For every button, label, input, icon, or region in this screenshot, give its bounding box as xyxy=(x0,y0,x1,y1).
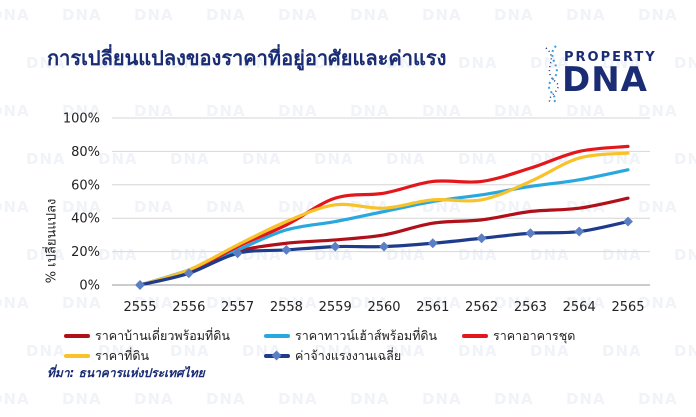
legend-label: ราคาบ้านเดี่ยวพร้อมที่ดิน xyxy=(95,328,230,343)
series-point xyxy=(427,238,438,249)
brand-logo: PROPERTY DNA xyxy=(540,44,660,104)
y-tick-label: 80% xyxy=(71,145,100,160)
x-tick-label: 2563 xyxy=(514,300,547,315)
legend-item: ราคาอาคารชุด xyxy=(462,326,575,346)
x-tick-label: 2562 xyxy=(465,300,498,315)
chart-title: การเปลี่ยนแปลงของราคาที่อยู่อาศัยและค่าแ… xyxy=(47,46,447,70)
legend-item: ราคาบ้านเดี่ยวพร้อมที่ดิน xyxy=(64,326,230,346)
brand-main-text: DNA xyxy=(562,60,648,100)
x-tick-label: 2561 xyxy=(416,300,449,315)
legend-swatch xyxy=(264,334,290,338)
series-point xyxy=(183,268,194,279)
x-tick-label: 2558 xyxy=(270,300,303,315)
legend-item: ราคาทาวน์เฮ้าส์พร้อมที่ดิน xyxy=(264,326,437,346)
series-point xyxy=(525,228,536,239)
legend-marker xyxy=(271,350,282,361)
series-point xyxy=(623,216,633,227)
series-point xyxy=(379,241,389,252)
series-point xyxy=(232,248,243,259)
series-point xyxy=(330,241,341,252)
series-point xyxy=(476,233,487,244)
x-tick-label: 2555 xyxy=(123,300,156,315)
x-tick-label: 2565 xyxy=(611,300,644,315)
x-tick-label: 2560 xyxy=(367,300,400,315)
y-tick-label: 0% xyxy=(79,279,100,294)
x-tick-label: 2557 xyxy=(221,300,254,315)
series-point xyxy=(135,280,145,290)
series-point xyxy=(281,244,292,255)
legend-label: ราคาทาวน์เฮ้าส์พร้อมที่ดิน xyxy=(295,328,438,343)
y-tick-label: 20% xyxy=(71,245,100,260)
series-line xyxy=(138,151,630,287)
series-line xyxy=(138,219,630,287)
legend-label: ค่าจ้างแรงงานเฉลี่ย xyxy=(295,348,402,363)
legend-swatch xyxy=(264,350,290,361)
legend-label: ราคาอาคารชุด xyxy=(493,328,576,343)
legend-swatch xyxy=(64,334,90,338)
brand-top-text: PROPERTY xyxy=(564,50,657,65)
y-tick-label: 100% xyxy=(63,112,100,127)
source-note: ที่มา: ธนาคารแห่งประเทศไทย xyxy=(47,366,205,380)
legend-item: ราคาที่ดิน xyxy=(64,346,149,366)
legend-label: ราคาที่ดิน xyxy=(95,348,150,363)
y-tick-label: 40% xyxy=(71,212,100,227)
legend-swatch xyxy=(462,334,488,338)
dna-helix-icon xyxy=(545,45,559,103)
legend-swatch xyxy=(64,354,90,358)
y-tick-label: 60% xyxy=(71,178,100,193)
y-axis-label: % เปลี่ยนแปลง xyxy=(44,198,60,284)
chart-legend: ราคาบ้านเดี่ยวพร้อมที่ดิน ราคาทาวน์เฮ้าส์… xyxy=(64,326,624,366)
x-tick-label: 2556 xyxy=(172,300,205,315)
series-point xyxy=(574,226,585,237)
legend-item: ค่าจ้างแรงงานเฉลี่ย xyxy=(264,346,401,366)
x-tick-label: 2564 xyxy=(563,300,596,315)
series-line xyxy=(138,168,630,287)
x-tick-label: 2559 xyxy=(319,300,352,315)
